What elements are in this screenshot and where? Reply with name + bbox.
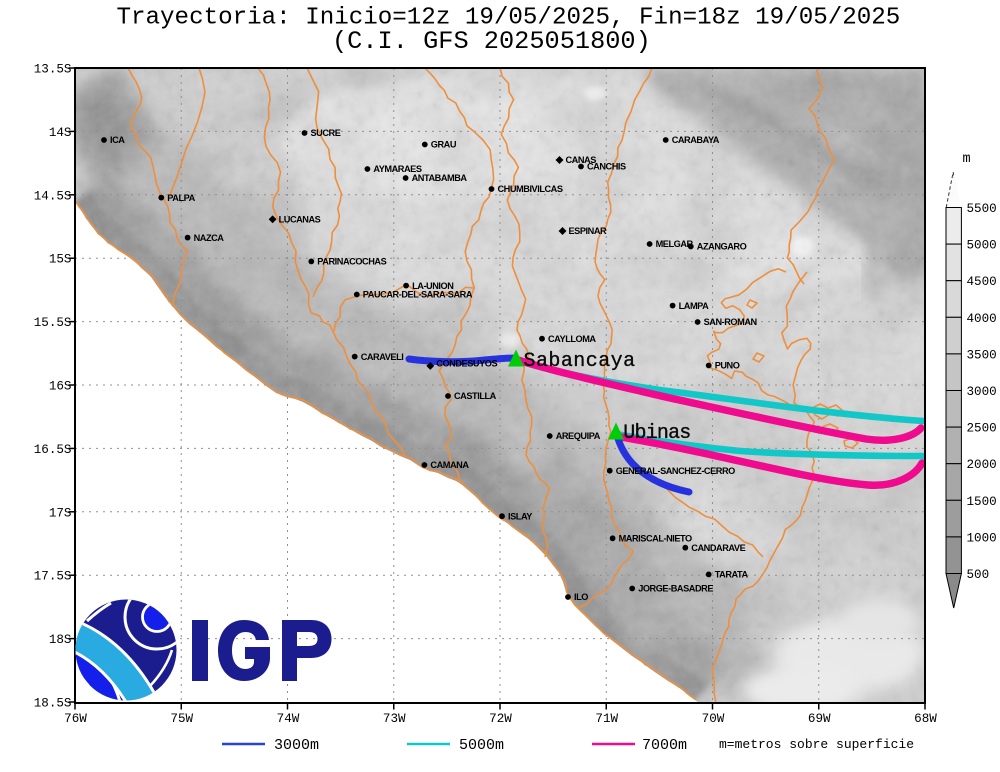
svg-text:GENERAL-SANCHEZ-CERRO: GENERAL-SANCHEZ-CERRO bbox=[616, 466, 735, 476]
svg-text:Ubinas: Ubinas bbox=[623, 422, 690, 445]
svg-text:4000: 4000 bbox=[967, 312, 997, 326]
svg-text:CANAS: CANAS bbox=[566, 155, 597, 165]
svg-text:2000: 2000 bbox=[967, 458, 997, 472]
svg-text:Sabancaya: Sabancaya bbox=[524, 350, 636, 373]
svg-text:PALPA: PALPA bbox=[167, 193, 195, 203]
svg-text:2500: 2500 bbox=[967, 422, 997, 436]
svg-text:17S: 17S bbox=[49, 506, 72, 520]
svg-text:MARISCAL-NIETO: MARISCAL-NIETO bbox=[619, 534, 692, 544]
svg-text:ICA: ICA bbox=[110, 135, 125, 145]
svg-text:Trayectoria: Inicio=12z 19/05/: Trayectoria: Inicio=12z 19/05/2025, Fin=… bbox=[117, 5, 901, 32]
svg-text:15.5S: 15.5S bbox=[34, 316, 72, 330]
svg-text:PARINACOCHAS: PARINACOCHAS bbox=[317, 257, 386, 267]
svg-text:m=metros sobre superficie: m=metros sobre superficie bbox=[719, 737, 914, 752]
svg-text:74W: 74W bbox=[277, 712, 300, 726]
svg-text:SUCRE: SUCRE bbox=[311, 128, 341, 138]
svg-text:LA-UNION: LA-UNION bbox=[412, 281, 454, 291]
svg-text:NAZCA: NAZCA bbox=[194, 233, 225, 243]
svg-text:AYMARAES: AYMARAES bbox=[373, 164, 421, 174]
svg-text:CARABAYA: CARABAYA bbox=[672, 135, 720, 145]
svg-text:CAYLLOMA: CAYLLOMA bbox=[548, 334, 596, 344]
svg-text:5000m: 5000m bbox=[459, 737, 504, 754]
svg-text:ILO: ILO bbox=[574, 592, 588, 602]
svg-text:18.5S: 18.5S bbox=[34, 697, 72, 711]
svg-text:AREQUIPA: AREQUIPA bbox=[556, 431, 601, 441]
svg-text:68W: 68W bbox=[914, 712, 937, 726]
svg-text:ISLAY: ISLAY bbox=[508, 511, 532, 521]
svg-text:72W: 72W bbox=[489, 712, 512, 726]
svg-text:76W: 76W bbox=[64, 712, 87, 726]
svg-text:3500: 3500 bbox=[967, 348, 997, 362]
svg-text:16.5S: 16.5S bbox=[34, 443, 72, 457]
svg-text:1000: 1000 bbox=[967, 531, 997, 545]
svg-text:CANCHIS: CANCHIS bbox=[587, 162, 626, 172]
svg-text:SAN-ROMAN: SAN-ROMAN bbox=[704, 317, 758, 327]
svg-text:CHUMBIVILCAS: CHUMBIVILCAS bbox=[498, 184, 563, 194]
svg-text:71W: 71W bbox=[595, 712, 618, 726]
svg-text:(C.I. GFS 2025051800): (C.I. GFS 2025051800) bbox=[332, 27, 651, 56]
svg-text:LUCANAS: LUCANAS bbox=[279, 215, 321, 225]
svg-text:TARATA: TARATA bbox=[715, 570, 749, 580]
svg-text:GRAU: GRAU bbox=[431, 140, 457, 150]
svg-text:CAMANA: CAMANA bbox=[430, 460, 469, 470]
svg-text:JORGE-BASADRE: JORGE-BASADRE bbox=[638, 584, 713, 594]
svg-text:5500: 5500 bbox=[967, 202, 997, 216]
svg-text:CONDESUYOS: CONDESUYOS bbox=[436, 359, 497, 369]
svg-text:70W: 70W bbox=[702, 712, 725, 726]
svg-text:m: m bbox=[963, 152, 971, 167]
svg-text:5000: 5000 bbox=[967, 239, 997, 253]
svg-text:17.5S: 17.5S bbox=[34, 570, 72, 584]
svg-text:4500: 4500 bbox=[967, 275, 997, 289]
svg-text:ANTABAMBA: ANTABAMBA bbox=[412, 173, 468, 183]
svg-text:73W: 73W bbox=[383, 712, 406, 726]
svg-text:18S: 18S bbox=[49, 633, 72, 647]
svg-text:16S: 16S bbox=[49, 380, 72, 394]
svg-text:CARAVELI: CARAVELI bbox=[361, 352, 404, 362]
svg-text:PUNO: PUNO bbox=[715, 361, 740, 371]
svg-text:13.5S: 13.5S bbox=[34, 63, 72, 77]
svg-text:LAMPA: LAMPA bbox=[679, 301, 710, 311]
svg-text:14S: 14S bbox=[49, 126, 72, 140]
svg-text:PAUCAR-DEL-SARA-SARA: PAUCAR-DEL-SARA-SARA bbox=[363, 290, 473, 300]
svg-text:AZANGARO: AZANGARO bbox=[697, 242, 747, 252]
svg-text:ESPINAR: ESPINAR bbox=[569, 226, 608, 236]
svg-text:75W: 75W bbox=[170, 712, 193, 726]
svg-text:MELGAR: MELGAR bbox=[656, 239, 694, 249]
svg-text:14.5S: 14.5S bbox=[34, 189, 72, 203]
svg-text:69W: 69W bbox=[808, 712, 831, 726]
svg-text:3000: 3000 bbox=[967, 385, 997, 399]
svg-text:1500: 1500 bbox=[967, 495, 997, 509]
svg-text:15S: 15S bbox=[49, 253, 72, 267]
svg-text:CASTILLA: CASTILLA bbox=[454, 391, 497, 401]
svg-text:500: 500 bbox=[967, 568, 990, 582]
svg-text:7000m: 7000m bbox=[642, 737, 687, 754]
svg-text:3000m: 3000m bbox=[274, 737, 319, 754]
svg-text:CANDARAVE: CANDARAVE bbox=[691, 543, 745, 553]
